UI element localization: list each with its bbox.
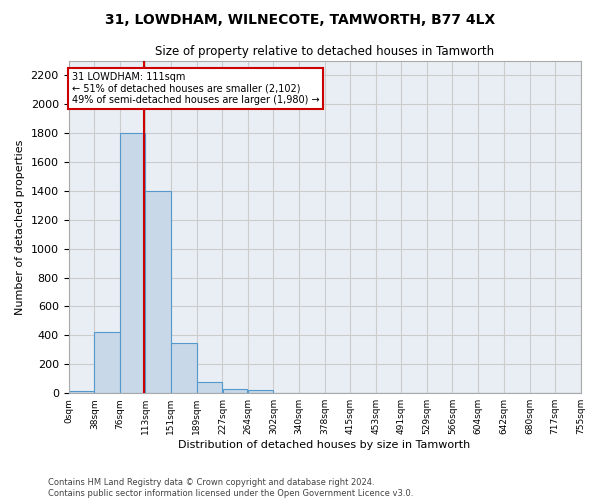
Title: Size of property relative to detached houses in Tamworth: Size of property relative to detached ho… <box>155 45 494 58</box>
Bar <box>223 389 247 393</box>
Bar <box>197 382 222 393</box>
Bar <box>248 390 273 393</box>
Bar <box>171 342 197 393</box>
Bar <box>68 391 94 393</box>
Y-axis label: Number of detached properties: Number of detached properties <box>15 139 25 314</box>
Text: 31, LOWDHAM, WILNECOTE, TAMWORTH, B77 4LX: 31, LOWDHAM, WILNECOTE, TAMWORTH, B77 4L… <box>105 12 495 26</box>
Text: Contains HM Land Registry data © Crown copyright and database right 2024.
Contai: Contains HM Land Registry data © Crown c… <box>48 478 413 498</box>
Bar <box>120 133 145 393</box>
X-axis label: Distribution of detached houses by size in Tamworth: Distribution of detached houses by size … <box>178 440 470 450</box>
Bar <box>145 190 171 393</box>
Bar <box>94 332 120 393</box>
Text: 31 LOWDHAM: 111sqm
← 51% of detached houses are smaller (2,102)
49% of semi-deta: 31 LOWDHAM: 111sqm ← 51% of detached hou… <box>72 72 320 106</box>
